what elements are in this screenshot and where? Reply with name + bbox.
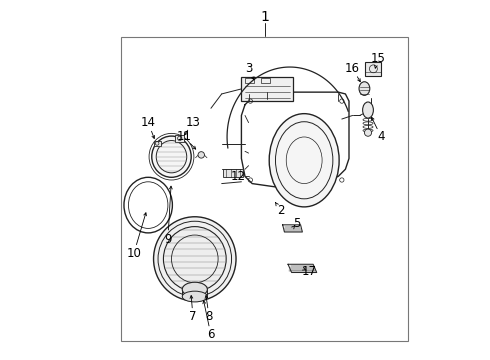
Ellipse shape	[363, 102, 373, 118]
Text: 8: 8	[205, 310, 213, 324]
Ellipse shape	[152, 136, 191, 177]
Ellipse shape	[153, 217, 236, 301]
Bar	[245, 78, 254, 83]
Text: 4: 4	[377, 130, 385, 144]
Text: 16: 16	[345, 62, 360, 75]
Bar	[175, 135, 184, 141]
Text: 7: 7	[189, 310, 197, 324]
Bar	[122, 37, 408, 341]
Text: 10: 10	[126, 247, 141, 260]
Ellipse shape	[198, 152, 204, 158]
Ellipse shape	[365, 129, 371, 136]
Bar	[365, 62, 381, 76]
Ellipse shape	[164, 226, 226, 291]
Bar	[261, 78, 270, 83]
Ellipse shape	[182, 291, 207, 302]
Text: 3: 3	[245, 62, 252, 75]
Text: 14: 14	[141, 116, 156, 129]
Ellipse shape	[359, 82, 370, 95]
Text: 9: 9	[164, 233, 171, 246]
Bar	[153, 140, 161, 146]
Ellipse shape	[124, 177, 172, 233]
Ellipse shape	[182, 282, 207, 297]
Text: 11: 11	[176, 130, 192, 144]
Text: 5: 5	[294, 216, 301, 230]
Text: 13: 13	[186, 116, 200, 129]
Text: 2: 2	[277, 204, 285, 217]
Text: 17: 17	[302, 265, 317, 278]
Ellipse shape	[269, 114, 339, 207]
Text: 6: 6	[207, 328, 215, 341]
Bar	[223, 169, 243, 177]
Bar	[242, 77, 294, 101]
Polygon shape	[288, 264, 317, 273]
Polygon shape	[283, 225, 302, 232]
Text: 1: 1	[260, 10, 269, 24]
Text: 15: 15	[370, 51, 385, 64]
Text: 12: 12	[230, 170, 245, 183]
